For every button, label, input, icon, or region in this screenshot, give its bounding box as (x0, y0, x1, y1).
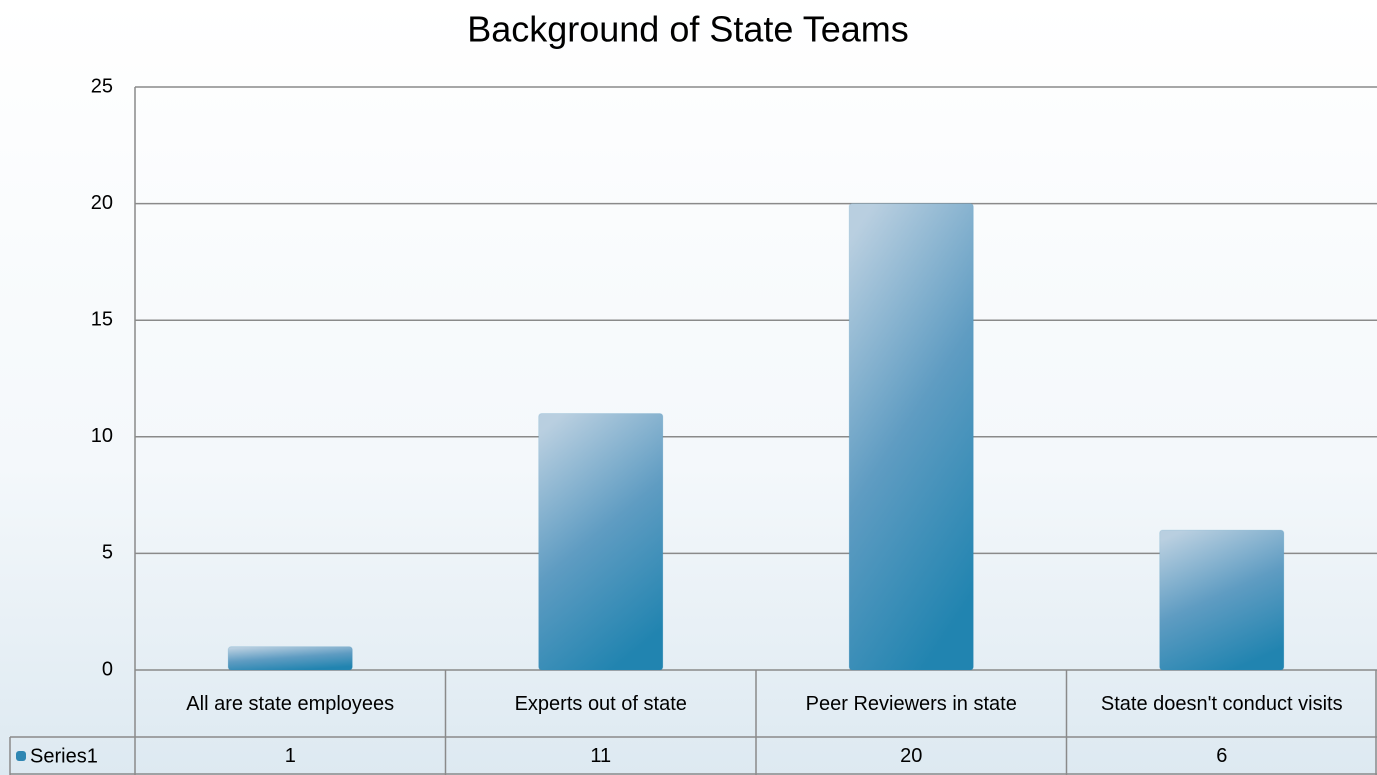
y-tick-label: 10 (91, 425, 113, 447)
x-tick-label: Peer Reviewers in state (805, 692, 1017, 715)
x-tick-label-box: All are state employees (186, 692, 395, 715)
table-value-box: 6 (1216, 745, 1228, 767)
x-tick-label-box: Experts out of state (514, 692, 687, 715)
table-value: 6 (1216, 745, 1228, 767)
y-tick-label: 5 (102, 542, 113, 564)
table-value: 1 (284, 745, 296, 767)
bar (538, 412, 664, 671)
y-tick-label: 0 (102, 658, 113, 680)
table-value-box: 20 (900, 745, 923, 767)
table-value-box: 1 (284, 745, 296, 767)
x-tick-label: State doesn't conduct visits (1100, 692, 1343, 715)
x-tick-label: All are state employees (186, 692, 395, 715)
y-tick-label: 20 (91, 192, 113, 214)
y-tick-label: 25 (91, 75, 113, 97)
y-tick-label: 15 (91, 308, 113, 330)
x-tick-label: Experts out of state (514, 692, 687, 715)
table-value: 20 (900, 745, 923, 767)
x-tick-label-box: State doesn't conduct visits (1100, 692, 1343, 715)
bar (227, 646, 353, 671)
legend-label: Series1 (30, 745, 98, 767)
legend-key (16, 751, 26, 761)
x-tick-label-box: Peer Reviewers in state (805, 692, 1017, 715)
bar (848, 203, 974, 671)
table-value-box: 11 (590, 745, 612, 767)
bar (1159, 529, 1285, 671)
chart-title: Background of State Teams (467, 9, 909, 50)
table-value: 11 (590, 745, 612, 767)
